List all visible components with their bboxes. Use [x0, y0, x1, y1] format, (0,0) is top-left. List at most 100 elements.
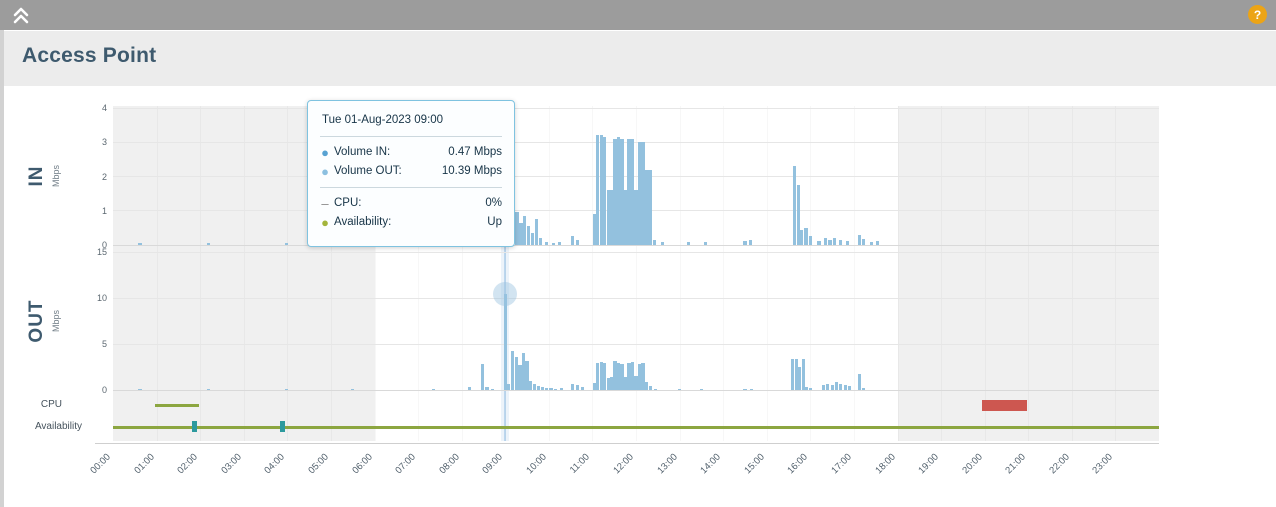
bar-volume-out: [480, 364, 485, 390]
help-button[interactable]: ?: [1248, 5, 1267, 24]
bar-volume-out: [634, 376, 638, 390]
bar-volume-out: [511, 351, 515, 390]
x-axis-label: 17:00: [829, 451, 854, 477]
bar-volume-in: [613, 138, 617, 245]
bar-volume-in: [515, 212, 519, 245]
x-axis-label: 02:00: [175, 451, 201, 477]
bar-volume-out: [798, 367, 802, 390]
gridline-vertical: [679, 106, 681, 441]
bar-volume-out: [826, 383, 830, 390]
hover-line: [504, 106, 507, 441]
tooltip-value: 10.39 Mbps: [441, 165, 502, 177]
bar-volume-in: [551, 242, 555, 245]
bar-volume-in: [652, 239, 656, 245]
gridline-horizontal: [113, 251, 1159, 253]
cpu-alarm-segment[interactable]: [982, 400, 1027, 411]
bar-volume-in: [637, 142, 642, 245]
bar-volume-in: [630, 138, 635, 245]
y-tick-label: 5: [101, 339, 107, 349]
bar-volume-in: [285, 243, 289, 245]
gridline-vertical: [766, 106, 768, 441]
bar-volume-out: [801, 358, 805, 390]
gridline-vertical: [418, 106, 420, 441]
bar-volume-out: [743, 388, 747, 390]
bar-volume-in: [800, 229, 804, 245]
bar-volume-out: [843, 385, 847, 390]
tooltip-status-section: – CPU: 0% ● Availability: Up: [320, 187, 502, 238]
bar-volume-out: [699, 388, 703, 390]
gridline-vertical: [243, 106, 245, 441]
bar-volume-in: [793, 166, 797, 245]
x-axis-label: 19:00: [916, 451, 941, 477]
x-axis-label: 21:00: [1003, 451, 1029, 477]
bar-volume-in: [571, 236, 575, 245]
availability-dot-icon: ●: [321, 214, 329, 230]
bar-volume-in: [817, 240, 821, 245]
bar-volume-out: [839, 384, 843, 390]
bar-volume-out: [847, 386, 852, 390]
x-axis-label: 00:00: [88, 451, 113, 477]
x-axis-label: 18:00: [872, 451, 898, 477]
bar-volume-out: [536, 385, 540, 390]
cpu-ok-segment[interactable]: [155, 404, 199, 407]
gridline-horizontal: [113, 297, 1159, 299]
bar-volume-out: [653, 388, 657, 390]
top-toolbar: ?: [0, 0, 1276, 30]
availability-marker[interactable]: [280, 421, 286, 432]
y-tick-label: 3: [101, 137, 107, 148]
bar-volume-out: [623, 377, 628, 390]
bar-volume-out: [641, 363, 645, 390]
bar-volume-in: [523, 215, 527, 245]
bar-volume-out: [808, 387, 812, 390]
bar-volume-out: [749, 388, 754, 390]
x-axis-label: 09:00: [480, 451, 506, 477]
bar-volume-in: [644, 169, 649, 245]
bar-volume-in: [796, 185, 800, 245]
gridline-horizontal: [113, 176, 1159, 177]
bar-volume-in: [627, 138, 631, 245]
x-axis-label: 14:00: [698, 451, 724, 477]
bar-volume-out: [507, 384, 511, 390]
bar-volume-out: [503, 294, 507, 390]
bar-volume-out: [544, 388, 548, 390]
bar-volume-in: [660, 242, 664, 245]
gridline-vertical: [941, 106, 943, 441]
bar-volume-in: [857, 234, 861, 245]
bar-volume-in: [641, 142, 645, 245]
availability-marker[interactable]: [191, 421, 197, 432]
bar-volume-in: [519, 222, 523, 245]
bar-volume-in: [599, 135, 603, 245]
collapse-panel-button[interactable]: [10, 4, 34, 28]
bar-volume-out: [644, 381, 649, 390]
gridline-vertical: [1071, 106, 1073, 441]
bar-volume-out: [549, 388, 553, 390]
bar-volume-in: [648, 169, 652, 245]
y-tick-label: 1: [101, 205, 107, 216]
bar-volume-out: [571, 383, 575, 390]
bar-volume-in: [828, 239, 832, 245]
availability-line[interactable]: [113, 426, 1159, 429]
bar-volume-in: [575, 239, 579, 245]
bar-volume-out: [553, 388, 557, 390]
bar-volume-in: [823, 238, 828, 245]
bar-volume-out: [575, 385, 579, 390]
bar-volume-in: [527, 226, 531, 245]
bar-volume-out: [490, 388, 494, 390]
bar-volume-in: [804, 227, 808, 245]
bar-volume-in: [609, 190, 614, 245]
y-tick-label: 0: [101, 385, 107, 395]
gridline-horizontal: [113, 244, 1159, 246]
tooltip-value: 0.47 Mbps: [448, 146, 502, 158]
bar-volume-in: [704, 242, 708, 245]
chart-plot-area[interactable]: 0 1 2 3 4 0 5 10 15 00:00 01:00 02:00 03:00 04:00 05:0…: [0, 86, 1276, 507]
tooltip-row-volume-in: ● Volume IN: 0.47 Mbps: [320, 143, 502, 162]
bar-volume-out: [485, 386, 489, 390]
bar-volume-in: [545, 242, 549, 245]
bar-volume-out: [861, 387, 866, 390]
tooltip-value: 0%: [485, 197, 502, 209]
gridline-vertical: [984, 106, 986, 441]
bar-volume-in: [606, 190, 610, 245]
bar-volume-out: [834, 381, 839, 390]
bar-volume-out: [596, 363, 600, 390]
x-axis-label: 12:00: [611, 451, 636, 477]
